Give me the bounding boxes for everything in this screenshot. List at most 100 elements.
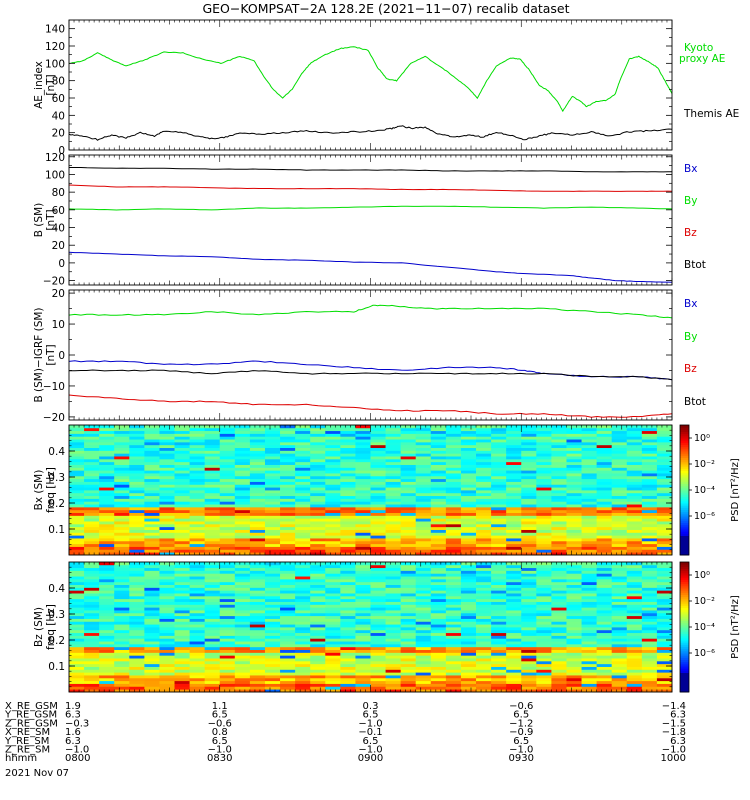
spectrogram-cell: [445, 689, 462, 693]
spectrogram-cell: [280, 570, 296, 574]
spectrogram-cell: [219, 587, 236, 591]
spectrogram-cell: [656, 590, 673, 594]
spectrogram-cell: [506, 655, 522, 659]
spectrogram-cell: [249, 570, 266, 574]
spectrogram-cell: [295, 669, 311, 673]
spectrogram-cell: [174, 615, 190, 619]
spectrogram-cell: [325, 456, 341, 460]
spectrogram-cell: [174, 641, 190, 645]
spectrogram-cell: [641, 453, 658, 457]
spectrogram-cell: [370, 473, 386, 477]
spectrogram-cell: [219, 509, 236, 514]
spectrogram-cell: [219, 478, 236, 482]
spectrogram-cell: [325, 595, 341, 600]
spectrogram-cell: [355, 450, 371, 454]
colorbar-segment: [680, 440, 689, 443]
spectrogram-cell: [325, 598, 341, 602]
spectrogram-cell: [460, 663, 477, 667]
spectrogram-cell: [310, 506, 326, 511]
spectrogram-cell: [280, 689, 296, 693]
spectrogram-cell: [114, 441, 130, 446]
spectrogram-cell: [460, 470, 477, 474]
spectrogram-cell: [99, 689, 115, 693]
spectrogram-cell: [430, 587, 447, 591]
spectrogram-cell: [536, 441, 552, 446]
spectrogram-cell: [129, 458, 145, 463]
spectrogram-cell: [385, 584, 402, 588]
spectrogram-cell: [656, 663, 673, 667]
spectrogram-cell: [219, 672, 236, 676]
spectrogram-cell: [370, 436, 386, 440]
spectrogram-cell: [280, 546, 296, 550]
y-tick-label: 20: [52, 288, 65, 300]
spectrogram-cell: [430, 646, 447, 651]
spectrogram-cell: [536, 564, 552, 569]
spectrogram-cell: [174, 666, 190, 670]
spectrogram-cell: [84, 475, 100, 480]
spectrogram-cell: [129, 444, 145, 449]
colorbar-segment: [680, 627, 689, 630]
spectrogram-cell: [310, 498, 326, 502]
spectrogram-cell: [445, 504, 462, 508]
spectrogram-cell: [264, 546, 281, 550]
spectrogram-cell: [234, 478, 251, 482]
spectrogram-cell: [174, 576, 190, 580]
spectrogram-cell: [310, 655, 326, 659]
spectrogram-cell: [264, 686, 281, 690]
spectrogram-cell: [521, 641, 537, 645]
spectrogram-cell: [234, 538, 251, 542]
spectrogram-cell: [129, 615, 145, 619]
spectrogram-cell: [159, 425, 175, 429]
spectrogram-cell: [536, 504, 552, 508]
spectrogram-cell: [114, 453, 130, 457]
spectrogram-cell: [656, 593, 673, 597]
spectrogram-cell: [234, 660, 251, 665]
spectrogram-cell: [400, 660, 417, 665]
spectrogram-cell: [506, 487, 522, 491]
spectrogram-cell: [385, 526, 402, 530]
panel-frame: [68, 154, 673, 286]
spectrogram-cell: [280, 509, 296, 514]
spectrogram-cell: [521, 492, 537, 497]
spectrogram-cell: [204, 436, 221, 440]
spectrogram-cell: [400, 439, 417, 443]
spectrogram-cell: [611, 584, 628, 588]
spectrogram-cell: [234, 501, 251, 505]
spectrogram-cell: [596, 492, 613, 497]
colorbar-segment: [680, 433, 689, 437]
spectrogram-cell: [84, 456, 100, 460]
spectrogram-cell: [581, 607, 598, 611]
spectrogram-cell: [219, 604, 236, 608]
spectrogram-cell: [400, 490, 417, 494]
spectrogram-cell: [355, 444, 371, 449]
spectrogram-cell: [144, 612, 160, 617]
spectrogram-cell: [551, 675, 567, 679]
spectrogram-cell: [445, 540, 462, 545]
spectrogram-cell: [491, 641, 507, 645]
spectrogram-cell: [280, 573, 296, 577]
spectrogram-cell: [400, 427, 417, 432]
spectrogram-cell: [445, 461, 462, 465]
spectrogram-cell: [581, 590, 598, 594]
colorbar-segment: [680, 592, 689, 595]
spectrogram-cell: [189, 458, 206, 463]
spectrogram-cell: [430, 506, 447, 511]
spectrogram-cell: [506, 570, 522, 574]
spectrogram-cell: [264, 612, 281, 617]
spectrogram-cell: [491, 629, 507, 634]
spectrogram-cell: [491, 635, 507, 639]
y-tick-label: −10: [43, 381, 65, 393]
spectrogram-cell: [476, 456, 492, 460]
spectrogram-cell: [400, 564, 417, 569]
spectrogram-cell: [566, 475, 582, 480]
spectrogram-cell: [385, 618, 402, 622]
spectrogram-cell: [129, 450, 145, 454]
spectrogram-cell: [99, 467, 115, 471]
spectrogram-cell: [84, 590, 100, 594]
colorbar-segment: [680, 620, 689, 624]
spectrogram-cell: [84, 658, 100, 662]
colorbar-segment: [680, 552, 689, 556]
spectrogram-cell: [445, 584, 462, 588]
spectrogram-cell: [219, 607, 236, 611]
spectrogram-cell: [310, 475, 326, 480]
